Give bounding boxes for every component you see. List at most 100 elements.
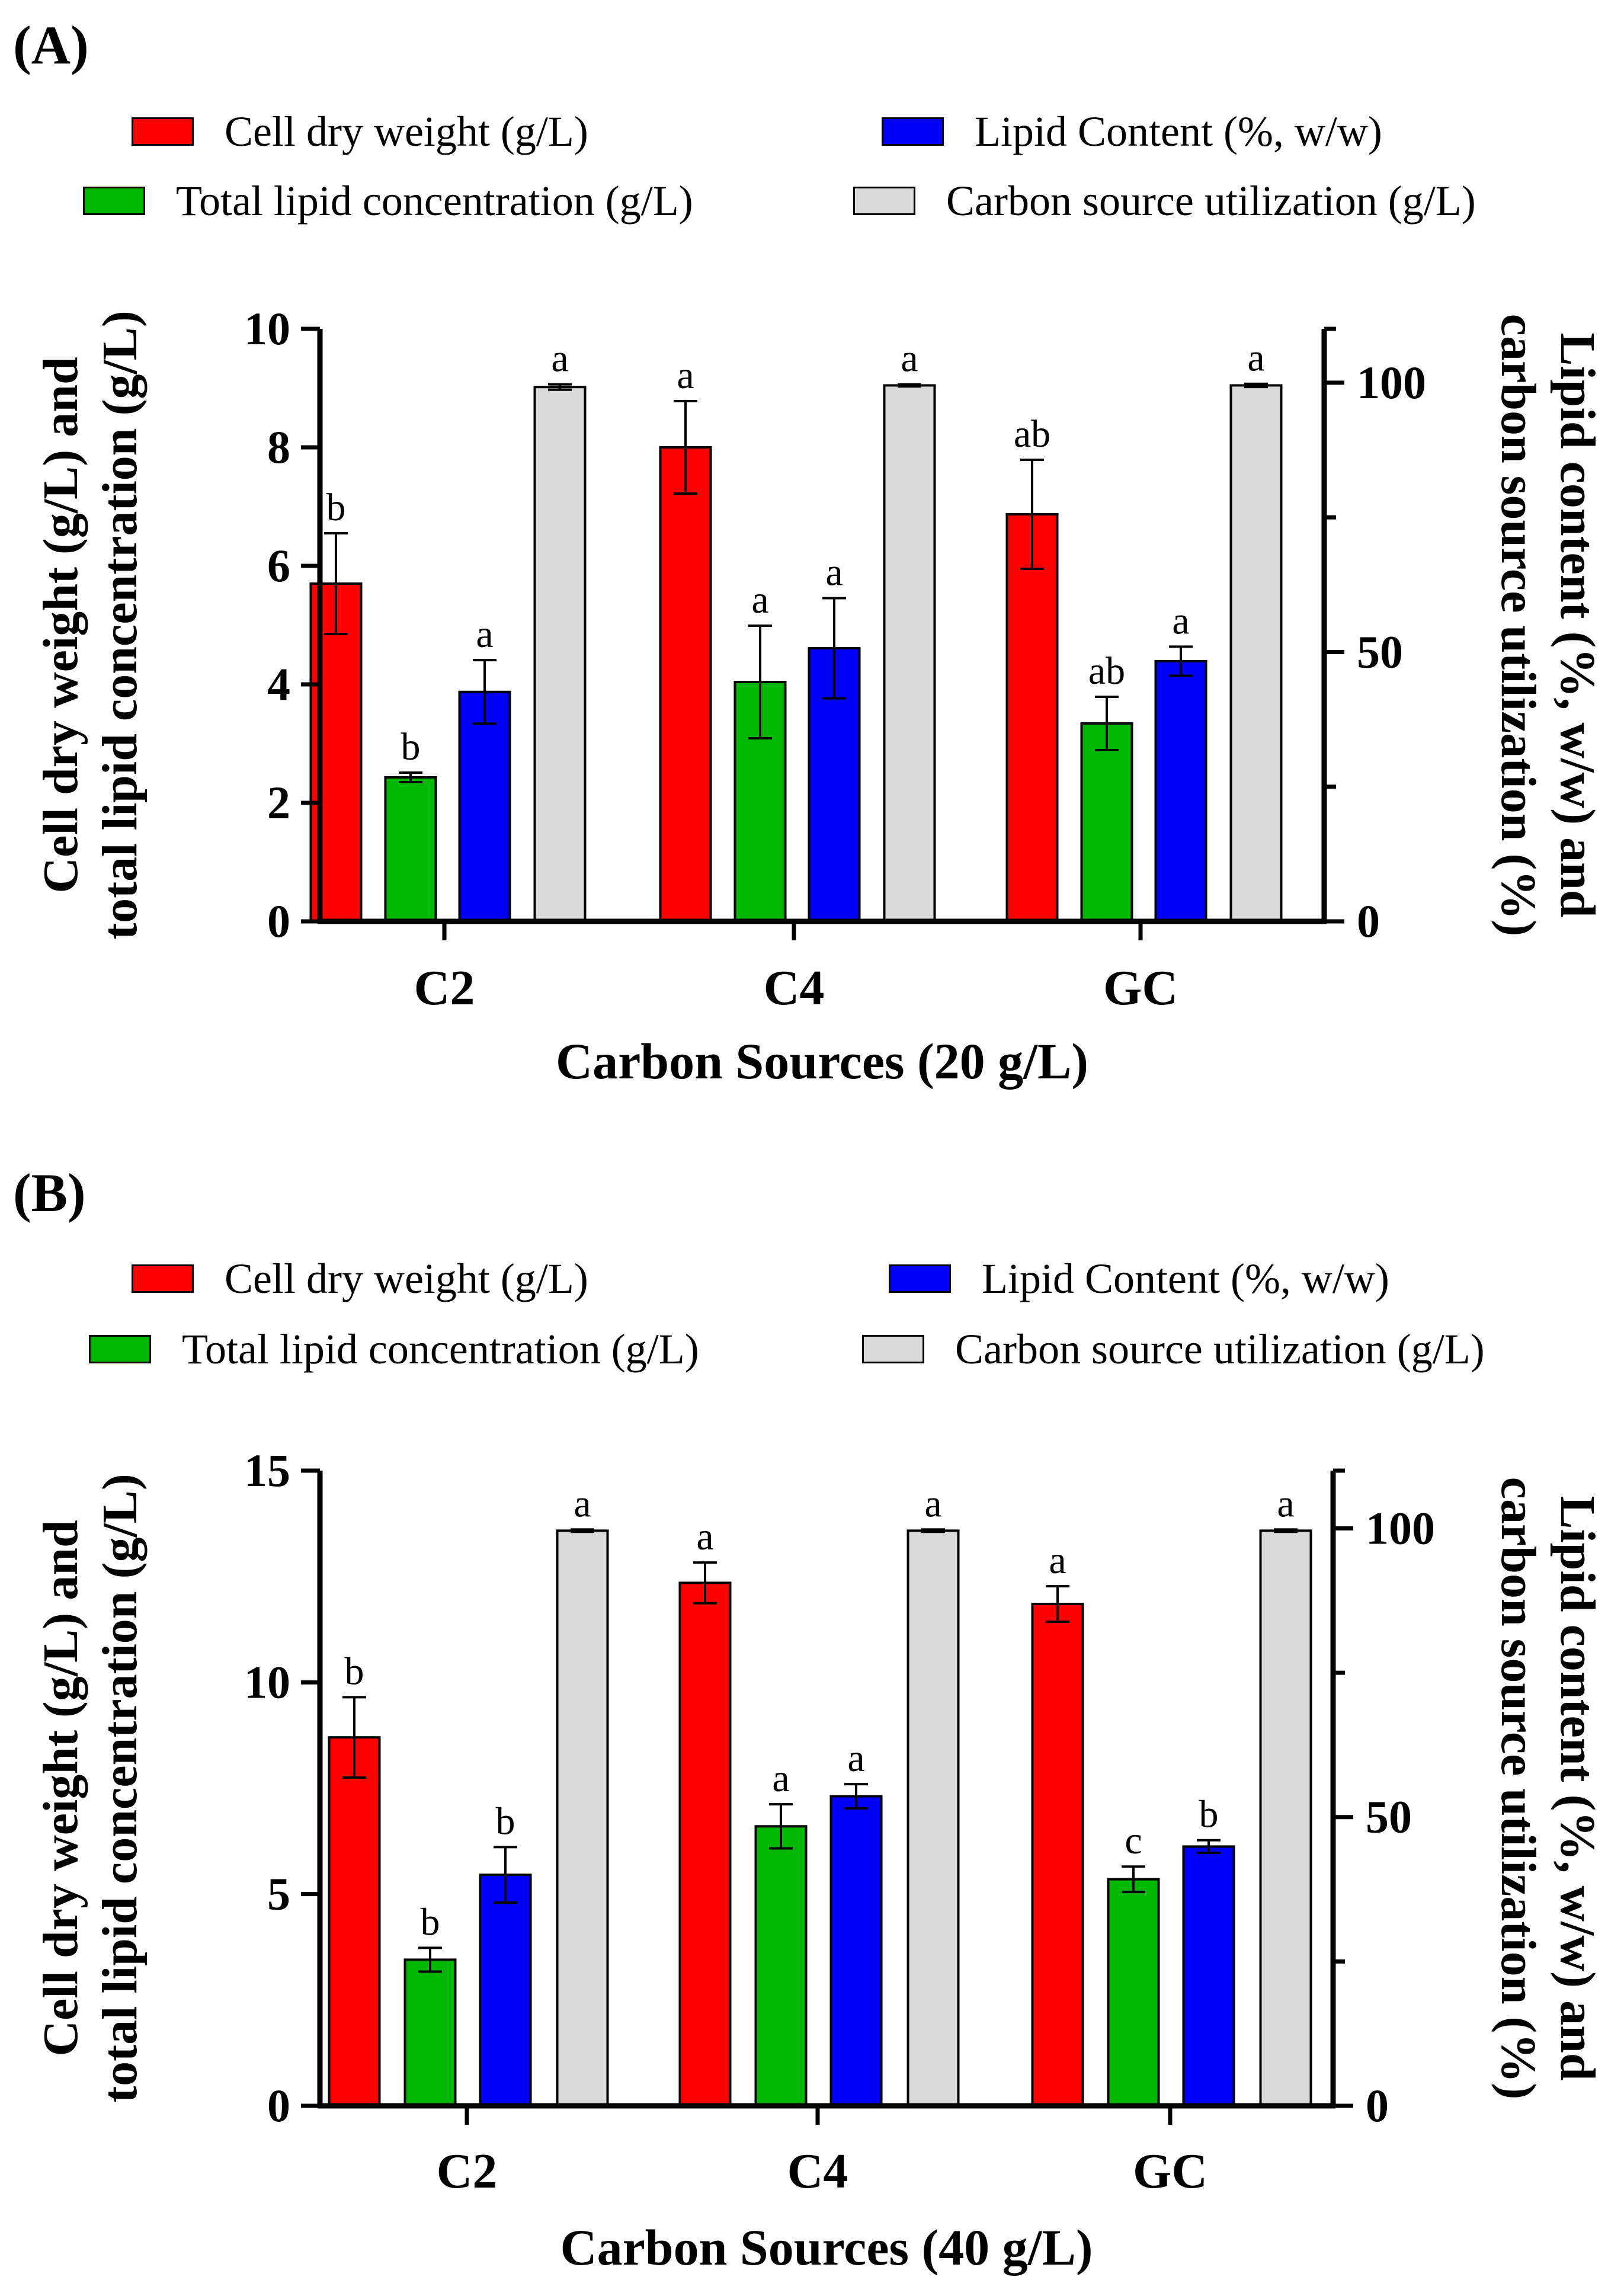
x-axis-title: Carbon Sources (20 g/L) [556, 1033, 1088, 1090]
bar [829, 1795, 883, 2108]
bar [384, 776, 437, 923]
x-tick-label: C4 [787, 2144, 848, 2199]
legend-label: Total lipid concentration (g/L) [176, 177, 693, 225]
bar [403, 1958, 457, 2107]
bar [678, 1581, 732, 2107]
significance-label: a [1172, 599, 1189, 642]
x-tick-label: C2 [437, 2144, 498, 2199]
significance-label: a [1049, 1539, 1066, 1582]
y2-axis-title-line2: carbon source utilization (%) [1491, 1477, 1546, 2100]
significance-label: a [924, 1482, 941, 1525]
legend-item-carbon-utilization: Carbon source utilization (g/L) [853, 180, 1476, 222]
significance-label: a [574, 1482, 591, 1525]
significance-label: ab [1014, 412, 1050, 456]
legend-item-lipid-content: Lipid Content (%, w/w) [889, 1257, 1389, 1300]
bar [479, 1874, 532, 2107]
legend-swatch [89, 1335, 151, 1363]
y2-axis-title-line1: Lipid content (%, w/w) and [1550, 1496, 1605, 2080]
significance-label: a [825, 551, 843, 594]
panel-label: (A) [13, 15, 89, 75]
legend-item-total-lipid: Total lipid concentration (g/L) [89, 1328, 699, 1370]
bar-chart-b: b a a b a c b a b a a a 0 5 10 15 0 50 100 C2 C4 GC Carbon Sou… [33, 1445, 1605, 2276]
y2-tick-label: 0 [1366, 2080, 1389, 2131]
x-tick-label: C2 [414, 960, 475, 1016]
bar [458, 690, 511, 923]
y2-axis-title-line2: carbon source utilization (%) [1491, 314, 1546, 937]
legend-label: Cell dry weight (g/L) [225, 108, 588, 155]
bar [1259, 1529, 1312, 2107]
significance-label: a [901, 337, 918, 380]
bar [556, 1529, 609, 2107]
legend-swatch [882, 117, 944, 146]
bar [328, 1736, 381, 2107]
y-tick-label: 15 [244, 1445, 290, 1496]
significance-label: c [1125, 1819, 1142, 1862]
significance-label: a [1247, 337, 1264, 380]
y2-tick-label: 100 [1366, 1502, 1435, 1554]
bar [1154, 659, 1207, 923]
y-tick-label: 0 [267, 2080, 290, 2131]
y-axis-title-line1: Cell dry weight (g/L) and [33, 357, 88, 893]
bar [1005, 513, 1059, 923]
legend-label: Carbon source utilization (g/L) [946, 177, 1476, 225]
legend-swatch [853, 187, 915, 215]
y-tick-label: 2 [267, 777, 290, 828]
significance-label: a [677, 354, 694, 397]
panel-a: (A) Cell dry weight (g/L) Lipid Content … [13, 15, 1605, 1090]
x-tick-label: GC [1133, 2144, 1207, 2199]
significance-label: a [772, 1757, 789, 1800]
significance-label: a [476, 613, 493, 656]
x-axis-title: Carbon Sources (40 g/L) [560, 2219, 1093, 2276]
y-tick-label: 10 [244, 303, 290, 354]
significance-label: b [345, 1650, 364, 1693]
y-tick-label: 6 [267, 540, 290, 591]
bar [533, 386, 587, 923]
significance-label: a [847, 1737, 864, 1780]
legend-item-carbon-utilization: Carbon source utilization (g/L) [862, 1328, 1485, 1370]
bar [883, 384, 936, 923]
legend-swatch [132, 117, 194, 146]
legend-label: Lipid Content (%, w/w) [982, 1255, 1389, 1302]
y-tick-label: 8 [267, 421, 290, 473]
bar [1031, 1603, 1084, 2107]
y-axis-title-line2: total lipid concentration (g/L) [92, 310, 148, 940]
legend-swatch [83, 187, 145, 215]
y2-tick-label: 0 [1357, 895, 1380, 947]
significance-label: b [401, 725, 421, 768]
y2-tick-label: 50 [1366, 1791, 1412, 1843]
y-axis-title-line2: total lipid concentration (g/L) [92, 1474, 148, 2103]
y-tick-label: 5 [267, 1868, 290, 1920]
legend-swatch [889, 1264, 951, 1293]
y2-tick-label: 100 [1357, 357, 1426, 408]
bar [907, 1529, 960, 2107]
significance-label: b [326, 486, 346, 529]
y-tick-label: 4 [267, 658, 290, 710]
significance-label: a [696, 1515, 713, 1558]
y2-axis-title-line1: Lipid content (%, w/w) and [1550, 332, 1605, 917]
legend-swatch [132, 1264, 194, 1293]
bar [754, 1825, 808, 2107]
significance-label: a [551, 337, 568, 380]
significance-label: a [1277, 1482, 1294, 1525]
bar [1107, 1878, 1160, 2107]
significance-label: a [751, 578, 768, 622]
panel-b: (B) Cell dry weight (g/L) Lipid Content … [0, 1148, 1624, 2296]
significance-label: b [1199, 1793, 1219, 1836]
y-axis-title-line1: Cell dry weight (g/L) and [33, 1520, 88, 2056]
legend-label: Lipid Content (%, w/w) [975, 108, 1382, 155]
bar [1229, 384, 1283, 923]
x-tick-label: GC [1103, 960, 1178, 1016]
panel-label: (B) [13, 1163, 86, 1223]
y-tick-label: 0 [267, 895, 290, 947]
legend-label: Carbon source utilization (g/L) [955, 1325, 1485, 1373]
x-tick-label: C4 [764, 960, 825, 1016]
legend-item-total-lipid: Total lipid concentration (g/L) [83, 180, 693, 222]
legend-item-cell-dry-weight: Cell dry weight (g/L) [132, 110, 588, 153]
significance-label: b [421, 1900, 440, 1943]
y-tick-label: 10 [244, 1656, 290, 1708]
significance-label: b [496, 1799, 515, 1843]
significance-label: ab [1088, 649, 1125, 693]
bar [659, 446, 712, 923]
y2-tick-label: 50 [1357, 626, 1403, 677]
